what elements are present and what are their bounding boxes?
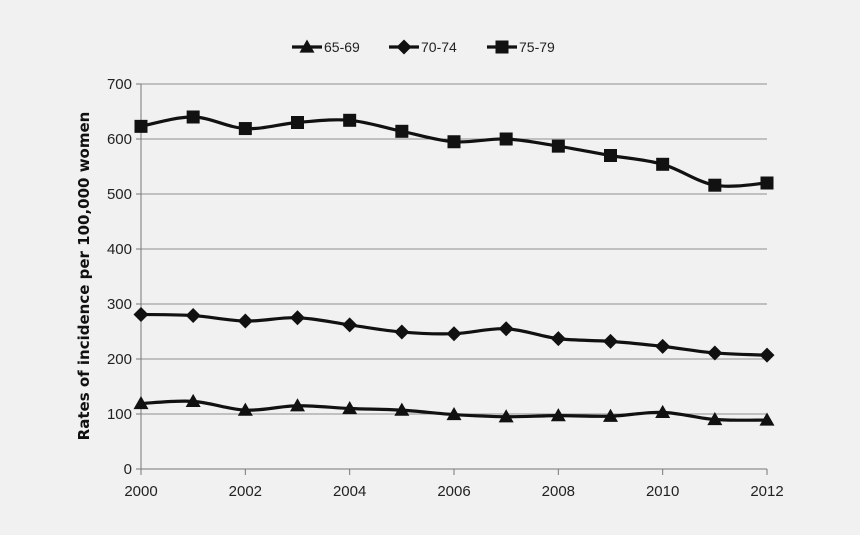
data-point — [499, 132, 513, 146]
x-tick-label: 2010 — [646, 483, 679, 500]
data-point — [446, 326, 462, 342]
data-point — [134, 119, 148, 133]
data-point — [237, 402, 253, 416]
data-point — [759, 347, 775, 363]
data-point — [604, 149, 617, 162]
data-point — [708, 178, 722, 192]
y-tick-label: 600 — [107, 131, 132, 148]
series-lines — [133, 110, 775, 426]
data-point — [551, 139, 565, 153]
legend-item: 70-74 — [389, 39, 457, 55]
gridlines — [141, 83, 767, 415]
data-point — [498, 321, 514, 337]
data-point — [707, 345, 723, 361]
data-point — [707, 412, 723, 426]
data-point — [603, 408, 618, 422]
x-tick-label: 2012 — [750, 483, 783, 500]
data-point — [185, 393, 201, 407]
data-point — [237, 313, 253, 329]
data-point — [550, 408, 566, 422]
y-tick-label: 400 — [107, 241, 132, 258]
y-tick-label: 500 — [107, 186, 132, 203]
x-tick-label: 2002 — [229, 483, 262, 500]
x-tick-label: 2000 — [124, 483, 157, 500]
legend-label: 70-74 — [421, 39, 457, 55]
series-75-79 — [134, 110, 774, 192]
series-65-69 — [133, 393, 775, 426]
legend-marker — [495, 40, 509, 54]
x-tick-label: 2006 — [437, 483, 470, 500]
data-point — [394, 402, 410, 416]
data-point — [342, 401, 358, 415]
series-line — [140, 115, 768, 188]
data-point — [656, 157, 670, 171]
data-point — [447, 135, 461, 149]
y-tick-label: 0 — [124, 461, 132, 478]
tick-labels: 0 100 200 300 400 500 600 700 2000 2002 2004 2006 20… — [107, 76, 784, 500]
y-axis-label: Rates of incidence per 100,000 women — [75, 112, 93, 441]
data-point — [446, 407, 462, 421]
data-point — [291, 116, 304, 129]
data-point — [655, 404, 671, 418]
data-point — [290, 398, 305, 412]
data-point — [238, 122, 252, 136]
data-point — [603, 333, 618, 349]
y-tick-label: 100 — [107, 406, 132, 423]
data-point — [498, 409, 514, 423]
data-point — [186, 110, 200, 124]
data-point — [342, 317, 358, 333]
legend-label: 65-69 — [324, 39, 360, 55]
data-point — [343, 113, 357, 127]
legend-label: 75-79 — [519, 39, 555, 55]
data-point — [394, 324, 410, 340]
x-tick-label: 2004 — [333, 483, 366, 500]
data-point — [550, 331, 566, 347]
legend-item: 65-69 — [292, 39, 360, 55]
data-point — [290, 310, 305, 326]
data-point — [760, 176, 774, 190]
legend-marker — [396, 39, 412, 55]
data-point — [395, 124, 409, 138]
y-tick-label: 200 — [107, 351, 132, 368]
data-point — [185, 308, 201, 324]
y-tick-label: 300 — [107, 296, 132, 313]
legend-item: 75-79 — [487, 39, 555, 55]
series-70-74 — [133, 306, 775, 363]
x-tick-label: 2008 — [542, 483, 575, 500]
data-point — [133, 306, 149, 322]
data-point — [133, 396, 149, 410]
legend: 65-69 70-74 75-79 — [292, 39, 555, 55]
legend-marker — [299, 39, 315, 53]
data-point — [655, 338, 671, 354]
data-point — [759, 412, 775, 426]
y-tick-label: 700 — [107, 76, 132, 93]
